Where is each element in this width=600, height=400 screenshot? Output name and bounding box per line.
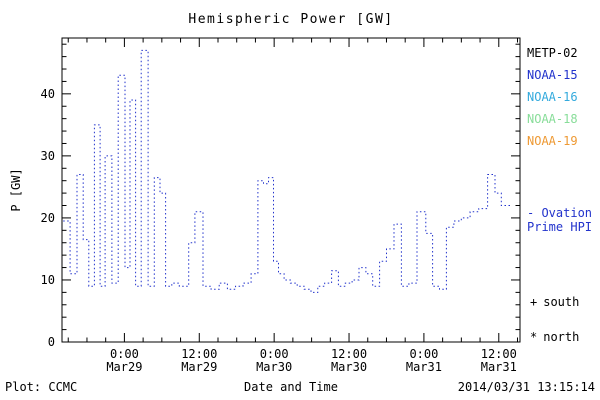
legend-item-noaa-15: NOAA-15 (527, 68, 578, 82)
y-tick-label: 30 (41, 149, 55, 163)
y-tick-label: 10 (41, 273, 55, 287)
x-tick-date-label: Mar31 (481, 360, 517, 374)
marker-south-label: south (543, 295, 580, 309)
x-tick-date-label: Mar31 (406, 360, 442, 374)
x-tick-time-label: 0:00 (260, 347, 289, 361)
legend-item-noaa-18: NOAA-18 (527, 112, 578, 126)
legend-satellites: METP-02 NOAA-15 NOAA-16 NOAA-18 NOAA-19 (527, 42, 578, 152)
chart-title: Hemispheric Power [GW] (188, 12, 394, 27)
x-axis-label: Date and Time (244, 380, 338, 394)
y-tick-label: 40 (41, 87, 55, 101)
legend-item-noaa-16: NOAA-16 (527, 90, 578, 104)
plus-marker-icon: + (530, 295, 538, 309)
x-tick-date-label: Mar30 (256, 360, 292, 374)
legend-item-noaa-19: NOAA-19 (527, 134, 578, 148)
ovation-note-line1: - Ovation (527, 206, 593, 220)
marker-north-label: north (543, 330, 580, 344)
y-tick-label: 0 (48, 335, 55, 349)
plot-frame (61, 37, 521, 343)
hpi-step-line (63, 49, 512, 293)
legend-item-metp-02: METP-02 (527, 46, 578, 60)
asterisk-marker-icon: * (530, 330, 538, 344)
x-tick-time-label: 0:00 (409, 347, 438, 361)
x-tick-date-label: Mar29 (181, 360, 217, 374)
x-tick-time-label: 0:00 (110, 347, 139, 361)
x-tick-date-label: Mar30 (331, 360, 367, 374)
ovation-note: - Ovation Prime HPI (527, 206, 592, 234)
plot-timestamp: 2014/03/31 13:15:14 (457, 380, 595, 394)
marker-legend-south: + south (530, 295, 579, 309)
x-tick-time-label: 12:00 (331, 347, 367, 361)
x-tick-time-label: 12:00 (181, 347, 217, 361)
x-tick-time-label: 12:00 (481, 347, 517, 361)
plot-source-label: Plot: CCMC (5, 380, 78, 394)
x-tick-date-label: Mar29 (106, 360, 142, 374)
ovation-note-line2: Prime HPI (527, 220, 593, 234)
marker-legend-north: * north (530, 330, 579, 344)
y-tick-label: 20 (41, 211, 55, 225)
